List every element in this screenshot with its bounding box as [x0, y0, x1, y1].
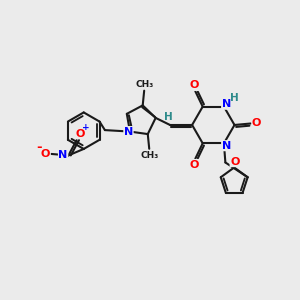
Text: N: N [58, 150, 68, 161]
Text: N: N [222, 99, 231, 109]
Text: N: N [124, 127, 133, 136]
Text: N: N [222, 141, 231, 151]
Text: O: O [189, 160, 199, 170]
Text: O: O [189, 80, 199, 90]
Text: O: O [230, 157, 239, 166]
Text: H: H [164, 112, 173, 122]
Text: O: O [41, 149, 50, 159]
Text: O: O [76, 129, 85, 139]
Text: CH₃: CH₃ [141, 151, 159, 160]
Text: CH₃: CH₃ [136, 80, 154, 89]
Text: O: O [252, 118, 261, 128]
Text: +: + [82, 123, 90, 132]
Text: -: - [36, 141, 42, 154]
Text: H: H [230, 93, 239, 103]
